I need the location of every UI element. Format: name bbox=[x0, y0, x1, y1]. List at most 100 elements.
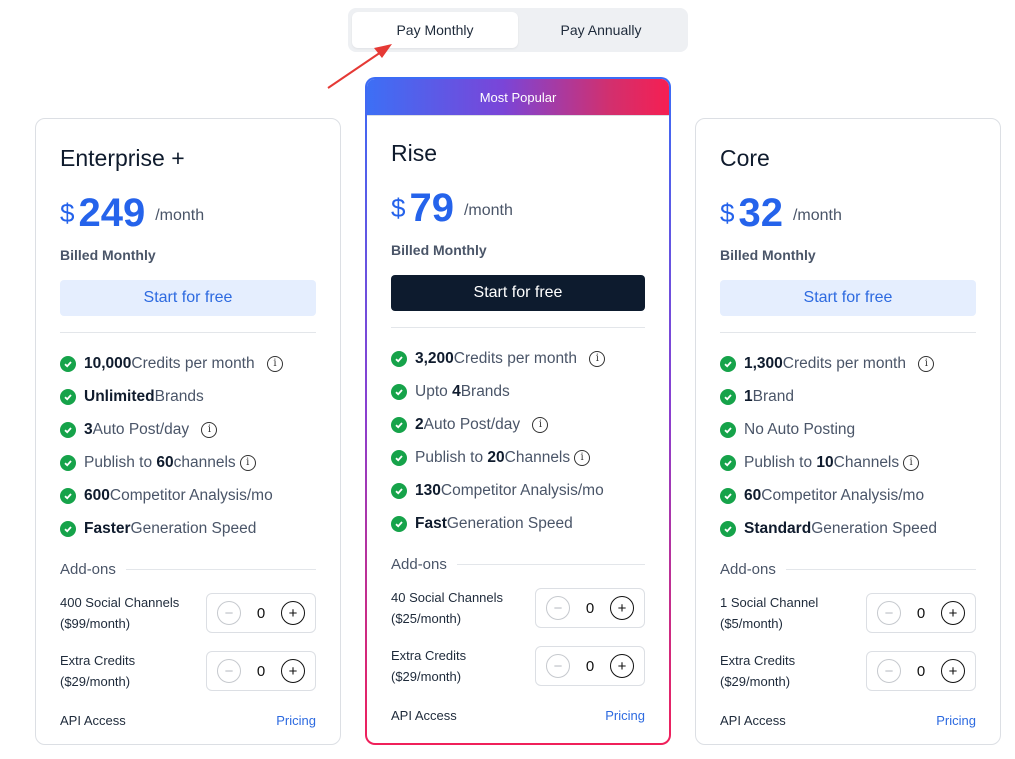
check-icon bbox=[60, 487, 76, 504]
plan-card-core: Core $ 32 /month Billed Monthly Start fo… bbox=[695, 118, 1001, 745]
addon-row: 400 Social Channels ($99/month) − 0 + bbox=[60, 589, 316, 637]
info-icon[interactable]: i bbox=[239, 454, 256, 471]
addons-heading: Add-ons bbox=[60, 561, 316, 578]
addon-row: Extra Credits ($29/month) − 0 + bbox=[60, 647, 316, 695]
plus-icon[interactable]: + bbox=[610, 596, 634, 620]
minus-icon[interactable]: − bbox=[546, 654, 570, 678]
feature-item: 3 Auto Post/day i bbox=[60, 413, 316, 446]
check-icon bbox=[60, 454, 76, 471]
feature-item: 3,200 Credits per month i bbox=[391, 342, 645, 375]
pay-annually-option[interactable]: Pay Annually bbox=[560, 22, 642, 38]
quantity-stepper: − 0 + bbox=[535, 646, 645, 686]
annotation-arrow-icon bbox=[327, 44, 392, 89]
most-popular-badge: Most Popular bbox=[367, 79, 669, 116]
info-icon[interactable]: i bbox=[574, 449, 591, 466]
check-icon bbox=[720, 520, 736, 537]
feature-item: Upto 4 Brands bbox=[391, 375, 645, 408]
minus-icon[interactable]: − bbox=[877, 659, 901, 683]
billing-toggle: Pay Monthly Pay Annually bbox=[348, 8, 688, 52]
price-period: /month bbox=[155, 207, 205, 224]
price-period: /month bbox=[792, 207, 842, 224]
price-row: $ 249 /month bbox=[60, 193, 316, 235]
feature-item: 600 Competitor Analysis/mo bbox=[60, 479, 316, 512]
check-icon bbox=[720, 355, 736, 372]
pricing-link[interactable]: Pricing bbox=[276, 713, 316, 728]
divider bbox=[720, 332, 976, 333]
feature-item: Publish to 60 channels i bbox=[60, 446, 316, 479]
minus-icon[interactable]: − bbox=[877, 601, 901, 625]
api-access-label: API Access bbox=[60, 713, 126, 728]
minus-icon[interactable]: − bbox=[217, 601, 241, 625]
minus-icon[interactable]: − bbox=[217, 659, 241, 683]
feature-item: Unlimited Brands bbox=[60, 380, 316, 413]
addon-label: 1 Social Channel ($5/month) bbox=[720, 595, 819, 631]
plus-icon[interactable]: + bbox=[941, 659, 965, 683]
quantity-value: 0 bbox=[256, 662, 266, 680]
feature-item: Faster Generation Speed bbox=[60, 512, 316, 545]
quantity-stepper: − 0 + bbox=[535, 588, 645, 628]
price-row: $ 32 /month bbox=[720, 193, 976, 235]
quantity-stepper: − 0 + bbox=[206, 593, 316, 633]
feature-item: 130 Competitor Analysis/mo bbox=[391, 474, 645, 507]
feature-item: 1 Brand bbox=[720, 380, 976, 413]
plan-name: Core bbox=[720, 145, 770, 171]
pay-monthly-option[interactable]: Pay Monthly bbox=[352, 12, 518, 48]
check-icon bbox=[720, 388, 736, 405]
plan-card-enterprise: Enterprise + $ 249 /month Billed Monthly… bbox=[35, 118, 341, 745]
feature-item: 60 Competitor Analysis/mo bbox=[720, 479, 976, 512]
check-icon bbox=[391, 416, 407, 433]
check-icon bbox=[60, 355, 76, 372]
start-for-free-button[interactable]: Start for free bbox=[391, 275, 645, 311]
addons-heading: Add-ons bbox=[391, 556, 645, 573]
start-for-free-button[interactable]: Start for free bbox=[720, 280, 976, 316]
plan-card-rise: Most Popular Rise $ 79 /month Billed Mon… bbox=[365, 77, 671, 745]
quantity-value: 0 bbox=[916, 604, 926, 622]
billing-note: Billed Monthly bbox=[391, 242, 487, 258]
pricing-link[interactable]: Pricing bbox=[605, 708, 645, 723]
feature-list: 10,000 Credits per month i Unlimited Bra… bbox=[60, 347, 316, 545]
addon-label: 400 Social Channels ($99/month) bbox=[60, 595, 180, 631]
minus-icon[interactable]: − bbox=[546, 596, 570, 620]
check-icon bbox=[720, 454, 736, 471]
addon-label: Extra Credits ($29/month) bbox=[391, 648, 467, 684]
feature-item: No Auto Posting bbox=[720, 413, 976, 446]
price-amount: 32 bbox=[738, 191, 783, 235]
api-access-row: API Access Pricing bbox=[720, 713, 976, 728]
pricing-link[interactable]: Pricing bbox=[936, 713, 976, 728]
check-icon bbox=[391, 350, 407, 367]
feature-item: Publish to 10 Channels i bbox=[720, 446, 976, 479]
feature-item: Fast Generation Speed bbox=[391, 507, 645, 540]
addon-label: Extra Credits ($29/month) bbox=[720, 653, 796, 689]
info-icon[interactable]: i bbox=[532, 416, 549, 433]
quantity-stepper: − 0 + bbox=[866, 593, 976, 633]
api-access-label: API Access bbox=[391, 708, 457, 723]
price-amount: 249 bbox=[78, 191, 146, 235]
price-amount: 79 bbox=[409, 186, 454, 230]
addon-label: Extra Credits ($29/month) bbox=[60, 653, 136, 689]
plus-icon[interactable]: + bbox=[281, 601, 305, 625]
check-icon bbox=[720, 421, 736, 438]
quantity-value: 0 bbox=[256, 604, 266, 622]
info-icon[interactable]: i bbox=[918, 355, 935, 372]
feature-item: Publish to 20 Channels i bbox=[391, 441, 645, 474]
check-icon bbox=[60, 520, 76, 537]
billing-note: Billed Monthly bbox=[60, 247, 156, 263]
info-icon[interactable]: i bbox=[266, 355, 283, 372]
plus-icon[interactable]: + bbox=[610, 654, 634, 678]
addon-label: 40 Social Channels ($25/month) bbox=[391, 590, 504, 626]
info-icon[interactable]: i bbox=[201, 421, 218, 438]
check-icon bbox=[60, 388, 76, 405]
addon-row: Extra Credits ($29/month) − 0 + bbox=[720, 647, 976, 695]
currency-symbol: $ bbox=[391, 193, 406, 223]
api-access-label: API Access bbox=[720, 713, 786, 728]
feature-item: 2 Auto Post/day i bbox=[391, 408, 645, 441]
plus-icon[interactable]: + bbox=[281, 659, 305, 683]
price-period: /month bbox=[463, 202, 513, 219]
quantity-stepper: − 0 + bbox=[206, 651, 316, 691]
info-icon[interactable]: i bbox=[589, 350, 606, 367]
divider bbox=[391, 327, 645, 328]
feature-list: 3,200 Credits per month i Upto 4 Brands … bbox=[391, 342, 645, 540]
start-for-free-button[interactable]: Start for free bbox=[60, 280, 316, 316]
plus-icon[interactable]: + bbox=[941, 601, 965, 625]
info-icon[interactable]: i bbox=[903, 454, 920, 471]
